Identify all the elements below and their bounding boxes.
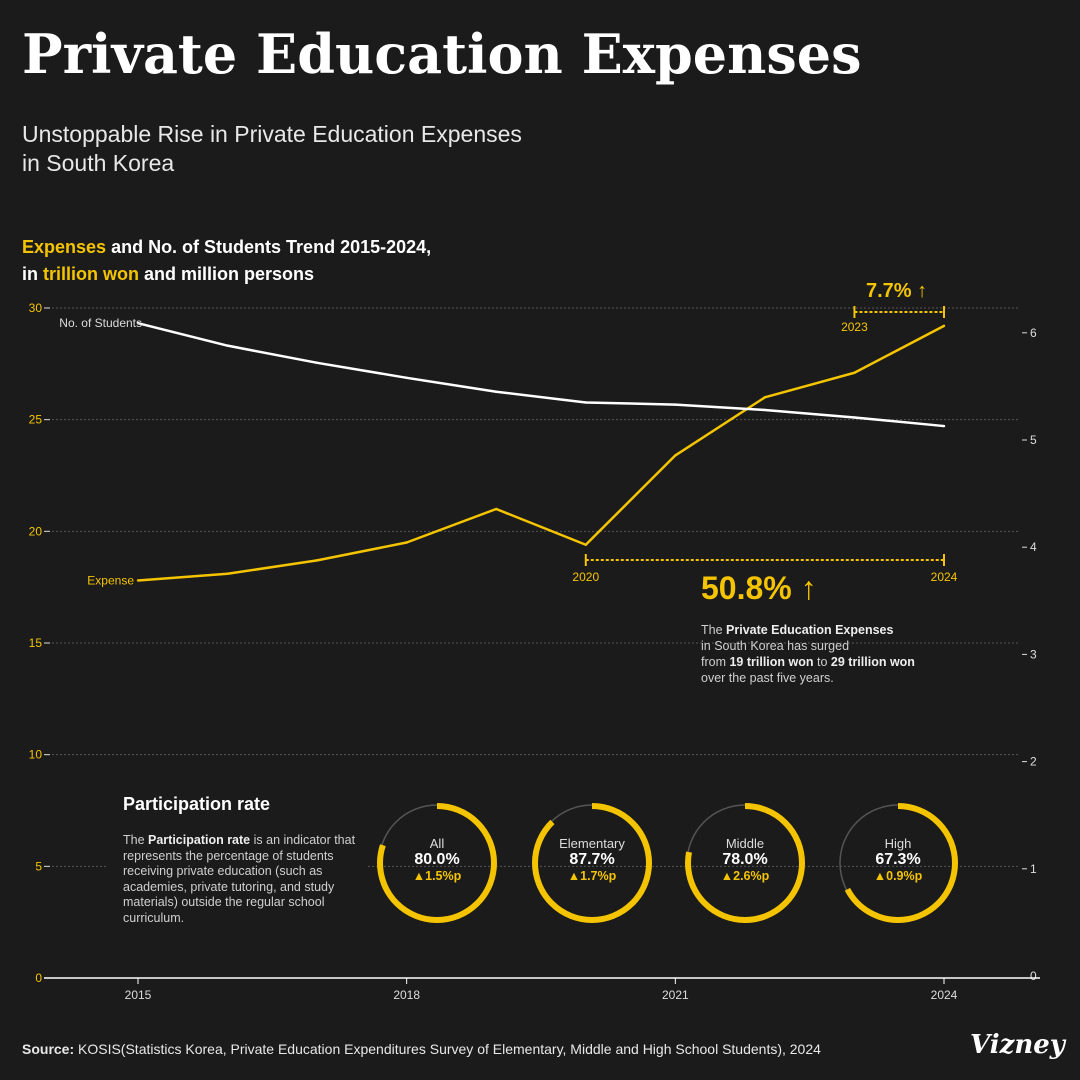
right-axis-tick-label: 2	[1030, 755, 1037, 769]
left-axis-tick-label: 10	[29, 748, 43, 762]
series-line-students	[137, 321, 945, 428]
note-bold: Private Education Expenses	[726, 623, 894, 637]
donut-value: 78.0%	[722, 851, 768, 868]
heading-expenses: Expenses	[22, 237, 107, 257]
subtitle-line-2: in South Korea	[22, 150, 175, 176]
participation-title: Participation rate	[123, 794, 271, 814]
note-text: from	[701, 655, 730, 669]
annotation-note: The Private Education Expenses in South …	[701, 622, 961, 686]
bracket-start-label: 2020	[572, 570, 599, 584]
source-note: Source: KOSIS(Statistics Korea, Private …	[22, 1041, 821, 1057]
subtitle-line-1: Unstoppable Rise in Private Education Ex…	[22, 121, 522, 147]
left-axis-tick-label: 15	[29, 636, 43, 650]
data-point	[853, 371, 856, 374]
source-text: KOSIS(Statistics Korea, Private Educatio…	[74, 1041, 821, 1057]
heading-unit: trillion won	[43, 264, 139, 284]
donut-label-elementary: Elementary 87.7% ▲1.7%p	[537, 836, 647, 883]
desc-text: The	[123, 833, 149, 847]
participation-panel	[108, 785, 368, 945]
donut-arc-high	[838, 803, 958, 923]
source-label: Source:	[22, 1041, 75, 1057]
page-subtitle: Unstoppable Rise in Private Education Ex…	[22, 120, 622, 178]
data-point	[853, 416, 856, 419]
right-axis-tick-label: 6	[1030, 326, 1037, 340]
donut-arc-all	[377, 803, 497, 923]
left-axis-tick-label: 25	[29, 413, 43, 427]
x-axis-tick-label: 2018	[393, 988, 420, 1002]
donut-label-all: All 80.0% ▲1.5%p	[382, 836, 492, 883]
donut-category: High	[884, 836, 912, 851]
desc-bold: Participation rate	[148, 833, 251, 847]
right-axis-tick-label: 3	[1030, 647, 1037, 661]
right-axis-tick-label: 1	[1030, 862, 1037, 876]
donut-label-high: High 67.3% ▲0.9%p	[843, 836, 953, 883]
donut-value: 67.3%	[875, 851, 921, 868]
right-axis-tick-label: 0	[1030, 969, 1037, 983]
chart-heading: Expenses and No. of Students Trend 2015-…	[22, 234, 431, 288]
donut-change: ▲0.9%p	[873, 869, 923, 883]
donut-arc-elementary	[532, 803, 652, 923]
vizney-logo: Vizney	[970, 1030, 1065, 1060]
right-axis-tick-label: 5	[1030, 433, 1037, 447]
left-axis-tick-label: 0	[35, 971, 42, 985]
series-label: Expense	[87, 573, 134, 587]
x-axis-tick-label: 2021	[662, 988, 689, 1002]
data-point	[136, 579, 140, 582]
x-axis-tick-label: 2015	[125, 988, 152, 1002]
page-title: Private Education Expenses	[22, 22, 862, 86]
donut-category: Elementary	[559, 836, 625, 851]
note-text: to	[813, 655, 831, 669]
note-text: The	[701, 623, 727, 637]
participation-description: The Participation rate is an indicator t…	[123, 833, 363, 926]
left-axis-tick-label: 20	[29, 524, 43, 538]
data-point	[405, 541, 408, 544]
left-axis-tick-label: 30	[29, 301, 43, 315]
data-point	[674, 454, 677, 457]
donut-value: 80.0%	[414, 851, 460, 868]
data-point	[136, 321, 140, 325]
heading-text: and No. of Students Trend 2015-2024,	[106, 237, 432, 257]
series-line-expense	[137, 324, 945, 582]
data-point	[674, 403, 677, 406]
donut-change: ▲1.7%p	[567, 869, 617, 883]
bracket-end-label: 2024	[931, 570, 958, 584]
data-point	[315, 559, 319, 562]
data-point	[495, 507, 498, 511]
note-text: in South Korea has surged	[701, 639, 850, 653]
donut-category: All	[429, 836, 445, 851]
desc-text: is an indicator that represents the perc…	[123, 833, 356, 925]
series-label: No. of Students	[59, 316, 142, 330]
data-point	[763, 408, 767, 412]
heading-text-3: and million persons	[139, 264, 315, 284]
right-axis-tick-label: 4	[1030, 540, 1037, 554]
donut-group	[377, 803, 958, 923]
data-point	[584, 543, 587, 546]
data-point	[942, 324, 946, 328]
data-point	[495, 390, 498, 393]
left-axis-tick-label: 5	[35, 859, 42, 873]
donut-value: 87.7%	[569, 851, 615, 868]
bracket-start-label: 2023	[841, 320, 868, 334]
heading-text-2: in	[22, 264, 43, 284]
note-bold: 29 trillion won	[830, 655, 915, 669]
note-text: over the past five years.	[701, 671, 834, 685]
data-point	[942, 424, 946, 428]
x-axis-tick-label: 2024	[931, 988, 958, 1002]
note-bold: 19 trillion won	[729, 655, 814, 669]
donut-category: Middle	[725, 836, 765, 851]
donut-change: ▲2.6%p	[720, 869, 770, 883]
data-point	[226, 572, 229, 575]
data-point	[226, 344, 229, 347]
data-point	[763, 396, 767, 399]
donut-label-middle: Middle 78.0% ▲2.6%p	[690, 836, 800, 883]
data-point	[584, 401, 587, 404]
donut-arc-middle	[685, 803, 805, 923]
donut-change: ▲1.5%p	[412, 869, 462, 883]
data-point	[405, 376, 408, 380]
annotation-7-7-percent: 7.7% ↑	[866, 280, 928, 302]
annotation-50-8-percent: 50.8% ↑	[701, 570, 817, 606]
data-point	[315, 361, 319, 365]
